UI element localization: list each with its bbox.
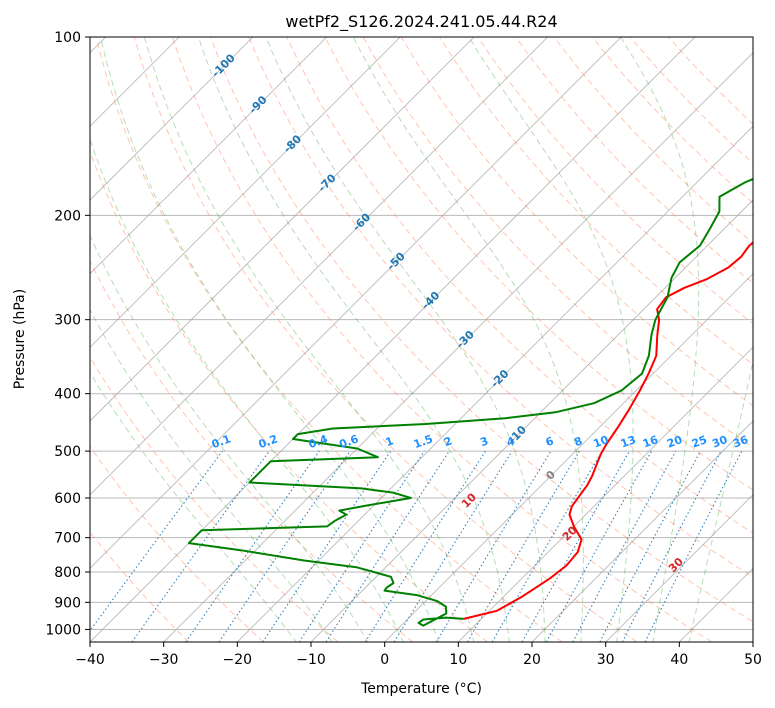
y-tick-label: 100 — [54, 30, 81, 46]
x-tick-label: −40 — [75, 652, 105, 668]
dewpoint-profile-line — [187, 177, 753, 627]
mixing-ratio-label: 0.1 — [210, 432, 233, 451]
isotherm-line — [90, 37, 254, 201]
mixing-ratio-label: 4 — [505, 434, 517, 449]
mixing-ratio-label: 30 — [710, 433, 729, 451]
isotherm-line — [384, 273, 753, 642]
dry-adiabat-line — [90, 445, 264, 642]
dry-adiabat-line — [210, 37, 753, 623]
dry-adiabat-line — [90, 356, 339, 642]
moist-adiabat-line — [90, 308, 333, 642]
moist-adiabat-line — [144, 37, 475, 642]
isotherm-line — [531, 420, 753, 642]
dry-adiabat-line — [95, 37, 563, 642]
isotherm-line — [605, 494, 753, 642]
background-lines — [90, 37, 753, 642]
dry-adiabat-line — [515, 37, 753, 284]
isotherm-line — [90, 37, 475, 422]
x-tick-label: −10 — [296, 652, 326, 668]
y-tick-label: 300 — [54, 313, 81, 329]
dry-adiabat-line — [133, 37, 638, 642]
mixing-ratio-label: 10 — [592, 433, 611, 451]
chart-title: wetPf2_S126.2024.241.05.44.R24 — [285, 12, 557, 32]
x-tick-label: 20 — [523, 652, 541, 668]
mixing-ratio-label: 8 — [572, 434, 584, 449]
dry-adiabat-line — [286, 37, 753, 534]
temperature-profile-line — [463, 241, 753, 620]
moist-adiabat-line — [265, 37, 546, 642]
isotherm-line — [163, 52, 753, 642]
mixing-ratio-line — [644, 450, 743, 642]
x-axis: −40 −30 −20 −10 0 10 20 30 40 50 — [75, 642, 762, 668]
y-tick-label: 700 — [54, 531, 81, 547]
isotherm-line — [90, 37, 548, 496]
dry-adiabat-line — [90, 259, 414, 642]
mixing-ratio-line — [218, 450, 351, 642]
moist-adiabat-line — [688, 358, 753, 642]
profile-series — [187, 177, 753, 627]
dry-adiabat-line — [324, 37, 753, 491]
x-axis-label: Temperature (°C) — [360, 681, 482, 697]
mixing-ratio-label: 2 — [442, 434, 454, 449]
y-tick-label: 600 — [54, 491, 81, 507]
y-tick-label: 900 — [54, 595, 81, 611]
mixing-ratio-label: 0.2 — [257, 432, 280, 451]
isotherm-line — [90, 37, 622, 569]
mixing-ratio-line — [298, 450, 425, 642]
mixing-ratio-label: 1 — [384, 434, 396, 449]
mixing-ratio-label: 36 — [731, 433, 750, 451]
mixing-ratio-label: 16 — [641, 433, 660, 451]
y-tick-label: 1000 — [45, 622, 81, 638]
isotherm-line — [237, 125, 753, 642]
mixing-ratio-label: 6 — [544, 434, 556, 449]
x-tick-label: −20 — [223, 652, 253, 668]
moist-adiabat-line — [90, 371, 297, 642]
mixing-ratio-line — [131, 450, 270, 642]
x-tick-label: 0 — [380, 652, 389, 668]
y-axis-label: Pressure (hPa) — [12, 289, 28, 389]
y-tick-label: 200 — [54, 208, 81, 224]
isotherm-line — [458, 346, 753, 642]
mixing-ratio-line — [90, 450, 223, 632]
x-tick-label: 40 — [670, 652, 688, 668]
mixing-ratio-line — [521, 450, 630, 642]
y-tick-label: 800 — [54, 565, 81, 581]
y-tick-label: 400 — [54, 387, 81, 403]
moist-adiabat-line — [90, 137, 404, 642]
x-tick-label: −30 — [149, 652, 179, 668]
mixing-ratio-label: 0.6 — [338, 432, 361, 451]
x-tick-label: 30 — [597, 652, 615, 668]
moist-adiabat-line — [100, 37, 440, 642]
mixing-ratio-label: 0.4 — [307, 432, 330, 451]
isotherm-line — [90, 37, 401, 348]
mixing-ratio-label: 13 — [619, 433, 638, 450]
x-tick-label: 10 — [449, 652, 467, 668]
mixing-ratio-label: 20 — [665, 433, 684, 451]
mixing-ratio-line — [325, 450, 450, 642]
mixing-ratio-label: 3 — [478, 434, 490, 449]
moist-adiabat-line — [197, 37, 510, 642]
moist-adiabat-line — [90, 234, 369, 642]
mixing-ratio-label: 1.5 — [412, 432, 435, 451]
mixing-ratio-label: 25 — [690, 433, 709, 450]
y-tick-label: 500 — [54, 444, 81, 460]
mixing-ratio-line — [185, 450, 320, 642]
mixing-ratio-line — [572, 450, 677, 642]
x-tick-label: 50 — [744, 652, 762, 668]
moist-adiabat-line — [468, 37, 634, 642]
isotherm-line — [90, 37, 327, 275]
isotherm-line — [310, 199, 753, 642]
dry-adiabat-line — [171, 37, 712, 642]
y-axis: 100 200 300 400 500 600 700 800 900 1000 — [45, 30, 90, 638]
plot-frame — [89, 36, 754, 643]
mixing-ratio-line — [545, 450, 653, 642]
dry-adiabat-line — [248, 37, 753, 578]
mixing-ratio-line — [393, 450, 513, 642]
mixing-ratio-line — [262, 450, 392, 642]
